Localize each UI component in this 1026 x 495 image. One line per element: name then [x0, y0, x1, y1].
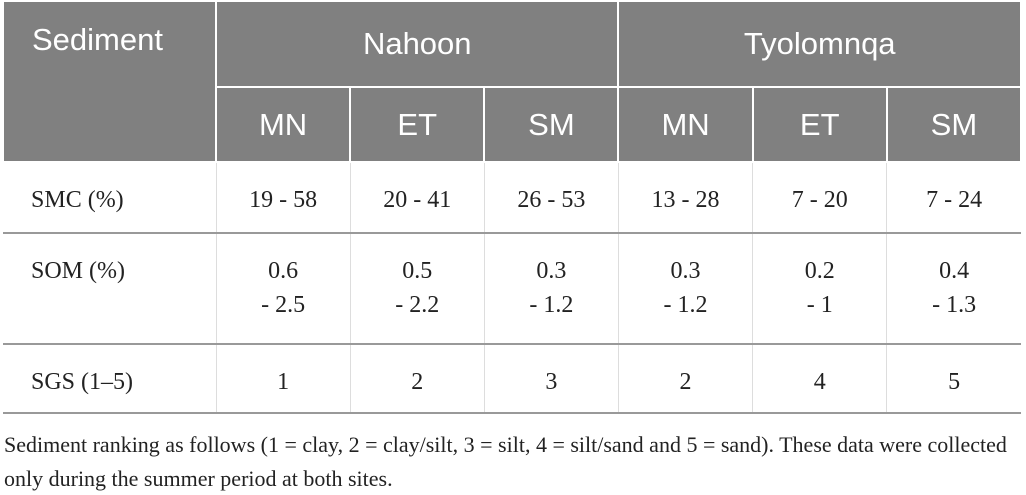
- data-table: Sediment Nahoon Tyolomnqa MN ET SM MN ET SM SMC (…: [2, 0, 1023, 414]
- row-label: SMC (%): [3, 162, 216, 234]
- cell: 2: [617, 344, 753, 414]
- cell: 1: [215, 344, 351, 414]
- cell: 0.3 - 1.2: [483, 233, 619, 345]
- cell: 5: [886, 344, 1021, 414]
- cell: 0.3 - 1.2: [617, 233, 753, 345]
- cell: 7 - 20: [752, 162, 887, 234]
- body-row: SOM (%) 0.6 - 2.5 0.5 - 2.2 0.3 - 1.2 0.3 - …: [3, 233, 1021, 345]
- cell: 26 - 53: [483, 162, 619, 234]
- cell: 0.2 - 1: [752, 233, 887, 345]
- cell: 13 - 28: [617, 162, 753, 234]
- cell: 2: [349, 344, 485, 414]
- cell: 3: [483, 344, 619, 414]
- column-header: ET: [349, 86, 486, 163]
- footnote: Sediment ranking as follows (1 = clay, 2…: [4, 432, 1007, 491]
- cell: 19 - 58: [215, 162, 351, 234]
- group-header: Tyolomnqa: [617, 0, 1022, 88]
- cell: 0.6 - 2.5: [215, 233, 351, 345]
- header-row: MN ET SM MN ET SM: [3, 86, 1023, 163]
- column-header: MN: [214, 86, 352, 163]
- row-label: SGS (1–5): [3, 344, 216, 414]
- cell: 20 - 41: [349, 162, 485, 234]
- column-header: SM: [885, 86, 1023, 163]
- column-header: ET: [751, 86, 888, 163]
- corner-header: Sediment: [2, 0, 217, 163]
- row-label: SOM (%): [3, 233, 216, 345]
- column-header: SM: [483, 86, 620, 163]
- body-row: SGS (1–5) 1 2 3 2 4 5: [3, 344, 1021, 414]
- cell: 0.4 - 1.3: [886, 233, 1021, 345]
- column-header: MN: [617, 86, 754, 163]
- cell: 4: [752, 344, 887, 414]
- body-row: SMC (%) 19 - 58 20 - 41 26 - 53 13 - 28 7 - 2…: [3, 162, 1021, 234]
- group-header: Nahoon: [214, 0, 620, 88]
- header-row: Sediment Nahoon Tyolomnqa: [2, 0, 1022, 163]
- cell: 7 - 24: [886, 162, 1021, 234]
- cell: 0.5 - 2.2: [349, 233, 485, 345]
